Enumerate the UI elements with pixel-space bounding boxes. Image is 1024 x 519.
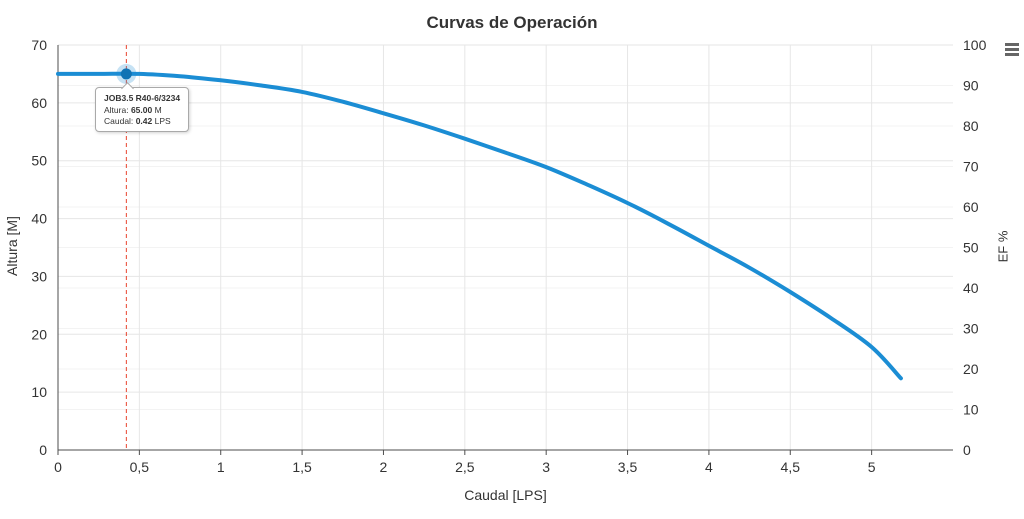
svg-text:1: 1 (217, 459, 225, 475)
y-axis-title-left: Altura [M] (4, 216, 20, 276)
svg-text:70: 70 (963, 159, 979, 175)
y-axis-labels-right: 0 10 20 30 40 50 60 70 80 90 100 (963, 37, 987, 458)
svg-text:60: 60 (31, 95, 47, 111)
series-line[interactable] (56, 71, 903, 381)
tooltip-label: Altura: (104, 105, 129, 115)
svg-text:90: 90 (963, 78, 979, 94)
svg-text:100: 100 (963, 37, 987, 53)
svg-text:60: 60 (963, 199, 979, 215)
svg-text:40: 40 (963, 280, 979, 296)
tooltip-series-name: JOB3.5 R40-6/3234 (104, 93, 181, 103)
svg-text:30: 30 (31, 268, 47, 284)
chart-title: Curvas de Operación (426, 13, 598, 32)
svg-text:30: 30 (963, 321, 979, 337)
tooltip-unit: M (154, 105, 162, 115)
selected-point-marker[interactable] (120, 68, 132, 80)
y-axis-title-right: EF % (995, 230, 1011, 263)
svg-text:1,5: 1,5 (292, 459, 312, 475)
svg-text:2: 2 (380, 459, 388, 475)
x-axis-labels: 0 0,5 1 1,5 2 2,5 3 3,5 4 4,5 5 (54, 459, 876, 475)
svg-text:2,5: 2,5 (455, 459, 475, 475)
grid-left-axis (58, 44, 953, 393)
x-axis-title: Caudal [LPS] (464, 487, 547, 503)
svg-text:50: 50 (963, 240, 979, 256)
chart-context-menu-button[interactable] (1000, 37, 1024, 61)
svg-text:5: 5 (868, 459, 876, 475)
tooltip-value: 0.42 (135, 116, 153, 126)
svg-text:10: 10 (963, 402, 979, 418)
tooltip-value: 65.00 (130, 105, 153, 115)
svg-text:4: 4 (705, 459, 713, 475)
svg-text:40: 40 (31, 211, 47, 227)
svg-text:80: 80 (963, 118, 979, 134)
svg-text:3,5: 3,5 (618, 459, 638, 475)
tooltip: JOB3.5 R40-6/3234 Altura: 65.00 M Caudal… (95, 81, 190, 132)
grid-right-axis (58, 44, 953, 410)
svg-text:0: 0 (54, 459, 62, 475)
y-axis-labels-left: 0 10 20 30 40 50 60 70 (31, 37, 47, 458)
axis-lines (57, 45, 953, 455)
svg-text:10: 10 (31, 384, 47, 400)
svg-text:0: 0 (39, 442, 47, 458)
svg-text:4,5: 4,5 (781, 459, 801, 475)
tooltip-label: Caudal: (104, 116, 134, 126)
svg-text:0: 0 (963, 442, 971, 458)
tooltip-row-altura: Altura: 65.00 M (104, 105, 180, 116)
svg-text:50: 50 (31, 153, 47, 169)
svg-text:20: 20 (963, 361, 979, 377)
tooltip-row-caudal: Caudal: 0.42 LPS (104, 116, 180, 127)
tooltip-unit: LPS (154, 116, 171, 126)
svg-text:3: 3 (542, 459, 550, 475)
svg-text:70: 70 (31, 37, 47, 53)
svg-text:0,5: 0,5 (130, 459, 150, 475)
svg-text:20: 20 (31, 326, 47, 342)
